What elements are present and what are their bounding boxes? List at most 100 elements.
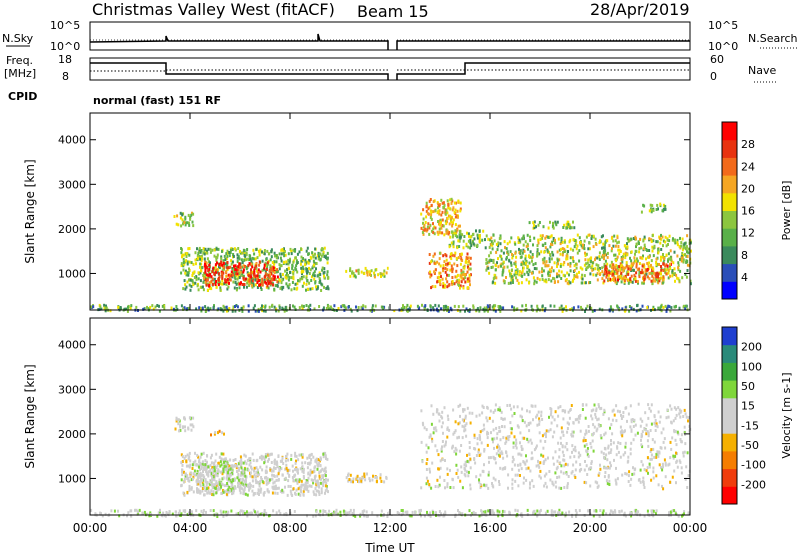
echo-cell (180, 224, 183, 228)
echo-cell (528, 281, 530, 285)
echo-cell (516, 473, 519, 477)
echo-cell (324, 454, 327, 458)
echo-cell (668, 234, 671, 238)
echo-cell (491, 419, 494, 423)
echo-cell (259, 286, 262, 289)
echo-cell (550, 269, 552, 273)
echo-cell (430, 486, 433, 490)
echo-cell (500, 416, 503, 420)
echo-cell (558, 258, 561, 262)
echo-cell (259, 490, 262, 494)
echo-cell (212, 472, 215, 475)
echo-cell (298, 485, 301, 489)
echo-cell (495, 452, 498, 456)
echo-cell (662, 253, 664, 256)
echo-cell (575, 460, 578, 464)
echo-cell (567, 262, 570, 266)
echo-cell (455, 472, 458, 475)
echo-cell (524, 261, 527, 265)
echo-cell (614, 244, 617, 248)
echo-cell (297, 458, 300, 462)
echo-cell (587, 265, 590, 268)
echo-cell (244, 485, 246, 489)
echo-cell (143, 307, 146, 311)
echo-cell (294, 256, 297, 260)
echo-cell (273, 287, 276, 291)
echo-cell (612, 441, 615, 445)
echo-cell (280, 252, 283, 256)
echo-cell (204, 267, 207, 271)
echo-cell (581, 403, 584, 407)
echo-cell (237, 473, 240, 476)
echo-cell (263, 278, 266, 282)
echo-cell (222, 259, 225, 263)
echo-cell (500, 410, 503, 414)
echo-cell (685, 247, 688, 251)
echo-cell (282, 490, 285, 494)
echo-cell (650, 457, 653, 461)
echo-cell (438, 262, 441, 266)
echo-cell (208, 267, 211, 271)
echo-cell (488, 460, 490, 464)
echo-cell (469, 421, 472, 425)
echo-cell (242, 274, 245, 278)
echo-cell (643, 274, 646, 278)
echo-cell (646, 261, 649, 265)
echo-cell (244, 460, 247, 464)
echo-cell (177, 418, 180, 422)
echo-cell (181, 218, 184, 222)
echo-cell (490, 431, 492, 435)
echo-cell (278, 468, 281, 472)
echo-cell (217, 276, 220, 280)
echo-cell (251, 279, 254, 283)
echo-cell (479, 430, 482, 434)
echo-cell (429, 275, 432, 279)
echo-cell (278, 252, 281, 256)
echo-cell (643, 235, 646, 239)
echo-cell (620, 271, 623, 275)
echo-cell (496, 436, 498, 440)
echo-cell (539, 461, 542, 465)
echo-cell (657, 410, 660, 414)
echo-cell (489, 456, 492, 460)
echo-cell (549, 220, 551, 224)
echo-cell (286, 452, 289, 456)
echo-cell (541, 274, 544, 278)
echo-cell (630, 514, 633, 518)
echo-cell (235, 288, 238, 292)
echo-cell (297, 471, 299, 475)
echo-cell (227, 484, 229, 488)
echo-cell (625, 264, 628, 268)
echo-cell (444, 212, 447, 216)
echo-cell (607, 277, 610, 281)
echo-cell (540, 414, 543, 418)
echo-cell (577, 455, 580, 459)
echo-cell (263, 249, 266, 252)
echo-cell (211, 465, 214, 469)
echo-cell (562, 263, 565, 267)
echo-cell (675, 451, 677, 455)
echo-cell (308, 266, 310, 270)
echo-cell (573, 269, 576, 272)
echo-cell (444, 253, 447, 256)
echo-cell (201, 257, 204, 261)
echo-cell (293, 305, 296, 309)
echo-cell (184, 223, 187, 227)
echo-cell (581, 307, 584, 311)
echo-cell (558, 448, 561, 452)
echo-cell (278, 267, 281, 271)
echo-cell (470, 244, 473, 248)
echo-cell (492, 233, 495, 237)
echo-cell (583, 436, 586, 440)
echo-cell (616, 255, 619, 259)
echo-cell (464, 260, 467, 264)
echo-cell (590, 266, 593, 270)
echo-cell (520, 445, 523, 448)
echo-cell (208, 263, 211, 267)
echo-cell (317, 458, 320, 462)
echo-cell (640, 443, 643, 447)
echo-cell (276, 270, 279, 273)
echo-cell (579, 468, 581, 472)
echo-cell (486, 436, 489, 440)
echo-cell (316, 286, 319, 290)
